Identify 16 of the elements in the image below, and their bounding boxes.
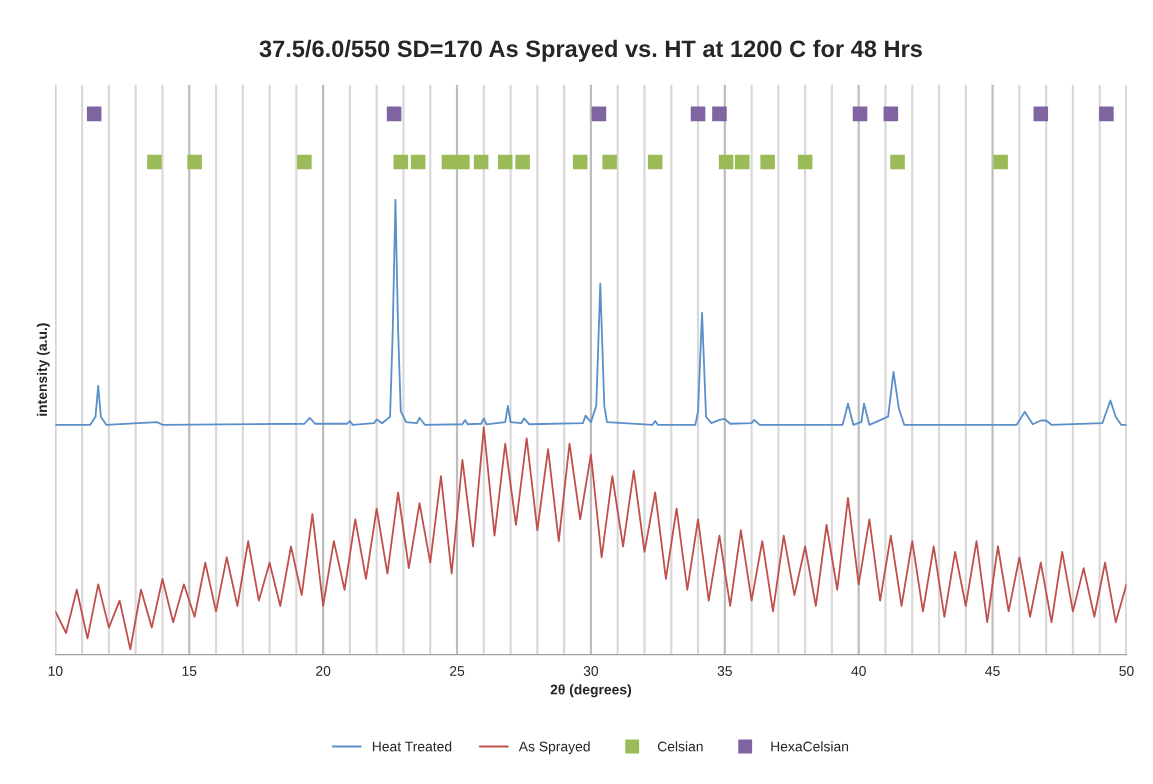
- chart-title: 37.5/6.0/550 SD=170 As Sprayed vs. HT at 1200 C for 48 Hrs: [259, 39, 922, 62]
- x-axis-title: 2θ (degrees): [550, 684, 632, 698]
- legend-label: As Sprayed: [518, 741, 590, 755]
- x-tick-label: 45: [985, 666, 1000, 676]
- x-tick-label: 40: [851, 666, 866, 676]
- x-tick-label: 20: [316, 666, 331, 676]
- x-tick-label: 35: [717, 666, 732, 676]
- y-axis-title: intensity (a.u.): [36, 323, 50, 416]
- x-tick-label: 50: [1119, 666, 1134, 676]
- x-tick-label: 15: [182, 666, 197, 676]
- legend-label: HexaCelsian: [771, 741, 849, 752]
- x-tick-label: 10: [48, 666, 63, 676]
- legend-label: Celsian: [657, 741, 703, 752]
- legend-label: Heat Treated: [372, 741, 452, 752]
- x-tick-label: 25: [450, 666, 465, 676]
- x-tick-label: 30: [583, 666, 599, 676]
